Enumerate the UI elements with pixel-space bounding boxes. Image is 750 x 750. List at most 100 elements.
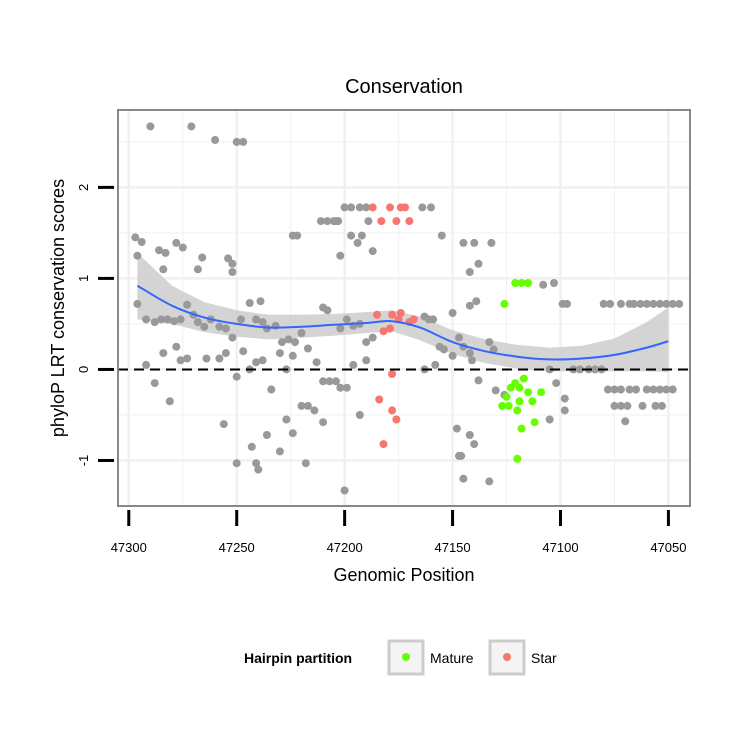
confidence-ribbon	[137, 252, 669, 373]
point-mature-2	[517, 279, 526, 287]
legend-swatch-mature	[402, 653, 410, 661]
point-other-46	[157, 315, 166, 324]
point-other-89	[550, 279, 558, 287]
point-other-37	[159, 265, 168, 274]
point-other-86	[485, 338, 494, 347]
point-other-92	[599, 299, 608, 308]
point-other-24	[418, 203, 427, 212]
point-other-112	[202, 354, 211, 363]
point-mature-11	[528, 397, 537, 406]
point-other-52	[193, 318, 202, 327]
point-other-83	[455, 333, 463, 342]
point-mature-12	[537, 388, 546, 397]
point-other-176	[301, 459, 310, 468]
point-other-93	[606, 299, 615, 308]
point-other-106	[150, 379, 159, 388]
point-other-157	[649, 385, 658, 394]
point-star-3	[392, 217, 401, 226]
point-other-120	[267, 385, 276, 394]
point-other-174	[282, 415, 291, 424]
point-other-143	[545, 365, 554, 374]
point-other-96	[629, 299, 638, 308]
point-other-127	[312, 358, 321, 367]
point-other-26	[437, 231, 446, 240]
point-other-98	[642, 299, 651, 308]
point-other-108	[165, 397, 174, 406]
point-other-44	[142, 315, 151, 324]
point-other-101	[662, 299, 671, 308]
point-other-23	[362, 203, 371, 212]
point-other-20	[340, 203, 349, 212]
point-other-65	[284, 335, 293, 344]
point-other-59	[245, 299, 254, 307]
point-other-151	[604, 385, 612, 394]
point-other-57	[228, 333, 237, 342]
point-other-94	[616, 299, 625, 308]
point-mature-13	[513, 406, 522, 415]
point-other-70	[323, 306, 332, 315]
point-other-110	[176, 356, 185, 365]
point-other-190	[465, 349, 474, 358]
y-axis: -1 0 1 2	[76, 184, 114, 466]
point-other-71	[336, 324, 345, 333]
point-other-15	[293, 231, 302, 240]
point-other-50	[183, 300, 192, 309]
legend-title: Hairpin partition	[244, 650, 352, 666]
point-other-152	[610, 385, 619, 394]
point-mature-4	[498, 401, 507, 410]
point-other-105	[142, 360, 151, 369]
point-other-5	[131, 233, 140, 242]
point-other-79	[429, 315, 438, 324]
smooth-line-layer	[136, 284, 669, 361]
point-mature-9	[519, 374, 528, 383]
x-tick-label-3: 47150	[434, 540, 470, 555]
point-other-118	[252, 358, 261, 367]
point-other-11	[198, 253, 207, 262]
point-other-123	[288, 351, 297, 360]
point-other-139	[468, 356, 476, 365]
point-other-188	[621, 417, 630, 426]
point-mature-15	[530, 418, 539, 427]
point-other-130	[332, 377, 340, 386]
point-other-132	[342, 383, 351, 392]
point-other-129	[325, 377, 334, 386]
point-mature-18	[515, 397, 524, 406]
point-other-113	[215, 354, 224, 363]
point-star-6	[405, 217, 414, 226]
point-other-160	[668, 385, 677, 394]
y-tick-label-0: -1	[76, 455, 91, 467]
point-star-1	[377, 217, 386, 226]
point-other-184	[485, 477, 494, 486]
point-other-125	[303, 401, 312, 410]
point-mature-3	[524, 279, 533, 287]
point-star-17	[388, 406, 397, 415]
point-other-0	[146, 122, 155, 131]
point-other-9	[172, 238, 181, 247]
y-tick-label-1: 0	[76, 366, 91, 373]
point-other-104	[256, 297, 265, 306]
point-other-97	[636, 299, 645, 308]
point-mature-16	[513, 454, 522, 463]
point-other-107	[159, 349, 168, 358]
point-mature-1	[511, 279, 520, 287]
y-tick-label-2: 1	[76, 275, 91, 282]
point-other-22	[355, 203, 364, 212]
point-other-21	[347, 203, 356, 212]
point-other-133	[349, 360, 358, 369]
point-other-181	[465, 431, 474, 439]
confidence-ribbon-layer	[137, 252, 669, 373]
loess-smooth-line	[136, 284, 669, 361]
point-other-115	[232, 372, 241, 381]
point-other-16	[316, 217, 325, 226]
legend-swatch-star	[503, 653, 511, 661]
point-other-103	[675, 299, 684, 308]
point-other-36	[133, 251, 142, 260]
point-other-56	[221, 324, 230, 333]
point-other-91	[563, 299, 571, 308]
point-other-13	[228, 259, 237, 268]
point-other-6	[137, 238, 146, 246]
point-other-163	[623, 401, 632, 410]
point-other-76	[368, 333, 377, 342]
point-other-131	[336, 383, 345, 392]
